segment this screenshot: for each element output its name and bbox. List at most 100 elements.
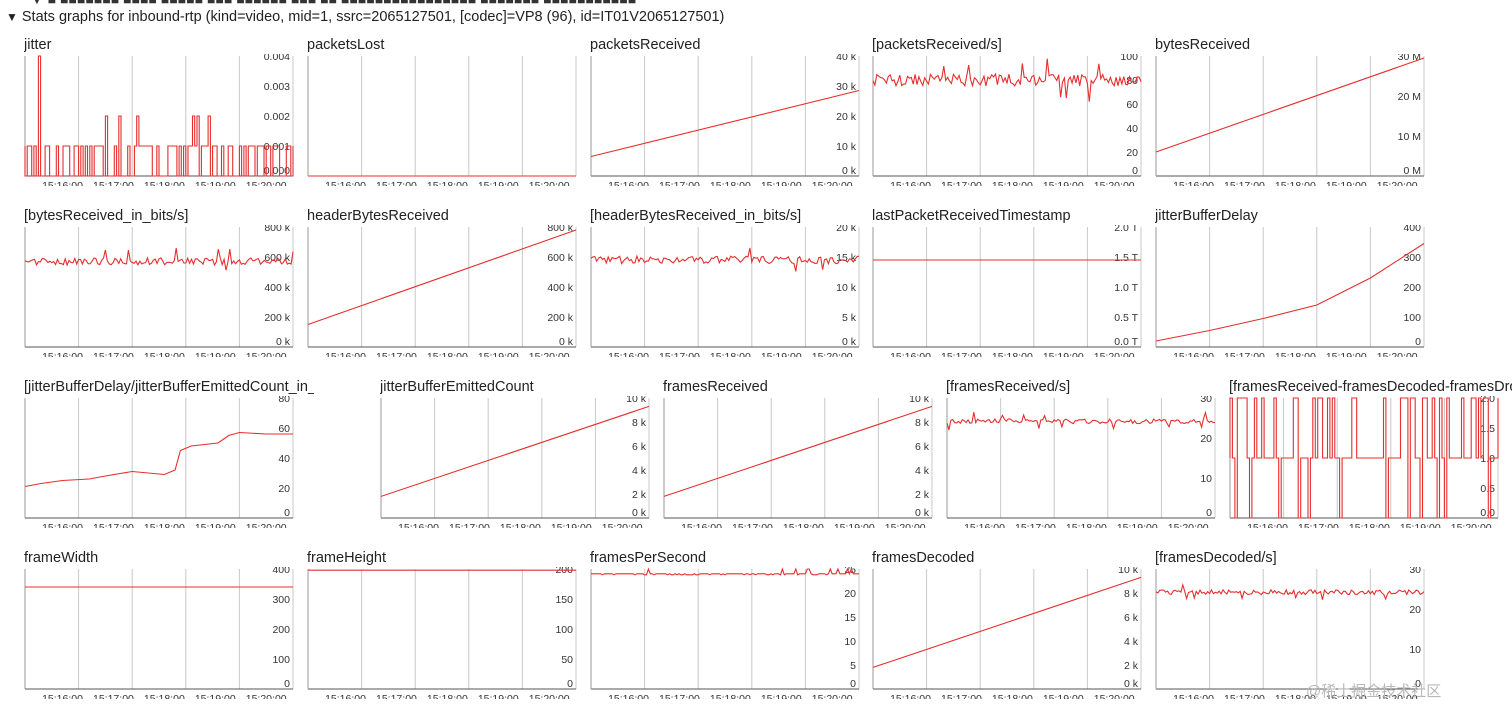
y-tick-label: 20 k: [836, 111, 857, 123]
time-tick-label: 15:17:00: [1224, 351, 1265, 357]
time-tick-label: 15:18:00: [1275, 693, 1316, 699]
y-tick-label: 6 k: [1124, 612, 1139, 624]
y-tick-label: 150: [555, 594, 573, 606]
y-tick-label: 400: [272, 567, 290, 576]
y-tick-label: 5 k: [842, 312, 857, 324]
y-tick-label: 0: [284, 678, 290, 690]
section-toggle[interactable]: ▼ Stats graphs for inbound-rtp (kind=vide…: [6, 9, 724, 25]
graph-title: jitter: [24, 37, 52, 53]
y-tick-label: 20: [278, 483, 290, 495]
graph-plot: 15:16:00 15:17:00 15:18:00 15:19:00 15:20:00…: [1155, 54, 1425, 186]
time-tick-label: 15:18:00: [992, 180, 1033, 186]
graph-jitter: jitter 15:16:00 15:17:00 15:18:00 15:19:00 15…: [24, 36, 314, 186]
graph-framesDecoded: framesDecoded 15:16:00 15:17:00 15:18:00 15:…: [872, 549, 1162, 699]
time-tick-label: 15:20:00: [246, 693, 287, 699]
graph-title: framesPerSecond: [590, 550, 707, 566]
graph-title: headerBytesReceived: [307, 208, 449, 224]
y-tick-label: 6 k: [632, 441, 647, 453]
graph-frameWidth: frameWidth 15:16:00 15:17:00 15:18:00 15:19:…: [24, 549, 314, 699]
time-tick-label: 15:19:00: [1326, 351, 1367, 357]
time-tick-label: 15:16:00: [964, 522, 1005, 528]
y-tick-label: 200: [272, 624, 290, 636]
y-tick-label: 0.5 T: [1114, 312, 1138, 324]
time-tick-label: 15:17:00: [941, 351, 982, 357]
graph-plot: 15:16:00 15:17:00 15:18:00 15:19:00 15:20:00…: [663, 396, 933, 528]
time-tick-label: 15:19:00: [478, 180, 519, 186]
graph-jitterBufferEmittedCount: jitterBufferEmittedCount 15:16:00 15:17:00…: [380, 378, 670, 528]
time-tick-label: 15:17:00: [659, 693, 700, 699]
time-tick-label: 15:19:00: [551, 522, 592, 528]
time-tick-label: 15:18:00: [1275, 351, 1316, 357]
y-tick-label: 200 k: [547, 312, 573, 324]
y-tick-label: 20: [1200, 433, 1212, 445]
time-tick-label: 15:16:00: [1173, 351, 1214, 357]
y-tick-label: 20: [844, 588, 856, 600]
y-tick-label: 0 k: [915, 507, 930, 519]
time-tick-label: 15:16:00: [325, 180, 366, 186]
y-tick-label: 5: [850, 660, 856, 672]
series-line: [872, 58, 1142, 102]
series-line: [591, 567, 859, 576]
series-line: [872, 576, 1142, 668]
y-tick-label: 20: [1409, 604, 1421, 616]
y-tick-label: 6 k: [915, 441, 930, 453]
time-tick-label: 15:19:00: [195, 351, 236, 357]
y-tick-label: 8 k: [1124, 588, 1139, 600]
time-tick-label: 15:17:00: [93, 693, 134, 699]
time-tick-label: 15:17:00: [449, 522, 490, 528]
series-line: [1155, 57, 1425, 153]
y-tick-label: 100: [1120, 54, 1138, 63]
graph-packetsReceivedPerSec: [packetsReceived/s] 15:16:00 15:17:00 15:18…: [872, 36, 1162, 186]
time-tick-label: 15:17:00: [376, 693, 417, 699]
time-tick-label: 15:16:00: [42, 351, 83, 357]
time-tick-label: 15:17:00: [732, 522, 773, 528]
graph-title: framesDecoded: [872, 550, 975, 566]
time-tick-label: 15:16:00: [42, 522, 83, 528]
time-tick-label: 15:16:00: [325, 351, 366, 357]
graph-title: [framesReceived/s]: [946, 379, 1071, 395]
time-tick-label: 15:17:00: [1224, 180, 1265, 186]
time-tick-label: 15:16:00: [325, 693, 366, 699]
y-tick-label: 0.004: [264, 54, 290, 63]
y-tick-label: 10: [844, 636, 856, 648]
time-tick-label: 15:20:00: [885, 522, 926, 528]
time-tick-label: 15:19:00: [761, 693, 802, 699]
series-line: [590, 247, 860, 272]
time-tick-label: 15:18:00: [710, 180, 751, 186]
y-tick-label: 50: [561, 654, 573, 666]
y-tick-label: 100: [272, 654, 290, 666]
triangle-down-icon[interactable]: ▼: [6, 10, 18, 24]
graph-plot: 15:16:00 15:17:00 15:18:00 15:19:00 15:20:00…: [946, 396, 1216, 528]
time-tick-label: 15:20:00: [1451, 522, 1492, 528]
y-tick-label: 400 k: [264, 282, 290, 294]
y-tick-label: 10: [1409, 644, 1421, 656]
y-tick-label: 0: [1415, 678, 1421, 690]
graph-jitterBufferDelayPerEmitted: [jitterBufferDelay/jitterBufferEmittedCo…: [24, 378, 314, 528]
y-tick-label: 0 k: [276, 336, 291, 348]
graph-headerBytesReceivedInBits: [headerBytesReceived_in_bits/s] 15:16:00 1…: [590, 207, 880, 357]
y-tick-label: 0.0 T: [1114, 336, 1138, 348]
stats-graphs-header[interactable]: ▼ ■ ■■■■■■■ ■■■■ ■■■■■ ■■■ ■■■■■■ ■■■ ■■…: [0, 0, 1512, 36]
time-tick-label: 15:16:00: [608, 180, 649, 186]
y-tick-label: 0: [850, 678, 856, 690]
y-tick-label: 0: [284, 507, 290, 519]
graph-plot: 15:16:00 15:17:00 15:18:00 15:19:00 15:20:00…: [1155, 567, 1425, 699]
y-tick-label: 4 k: [632, 465, 647, 477]
time-tick-label: 15:19:00: [834, 522, 875, 528]
time-tick-label: 15:20:00: [1377, 693, 1418, 699]
time-tick-label: 15:19:00: [195, 693, 236, 699]
time-tick-label: 15:20:00: [1168, 522, 1209, 528]
graph-lastPacketReceivedTimestamp: lastPacketReceivedTimestamp 15:16:00 15:17…: [872, 207, 1162, 357]
time-tick-label: 15:20:00: [1377, 351, 1418, 357]
time-tick-label: 15:16:00: [608, 351, 649, 357]
y-tick-label: 20 M: [1398, 91, 1421, 103]
graph-title: jitterBufferDelay: [1155, 208, 1258, 224]
graph-bytesReceived: bytesReceived 15:16:00 15:17:00 15:18:00 15:…: [1155, 36, 1445, 186]
time-tick-label: 15:17:00: [93, 180, 134, 186]
time-tick-label: 15:17:00: [376, 180, 417, 186]
time-tick-label: 15:17:00: [93, 351, 134, 357]
graph-title: frameWidth: [24, 550, 99, 566]
time-tick-label: 15:17:00: [93, 522, 134, 528]
graph-frameHeight: frameHeight 15:16:00 15:17:00 15:18:00 15:19…: [307, 549, 597, 699]
y-tick-label: 10 k: [626, 396, 647, 405]
